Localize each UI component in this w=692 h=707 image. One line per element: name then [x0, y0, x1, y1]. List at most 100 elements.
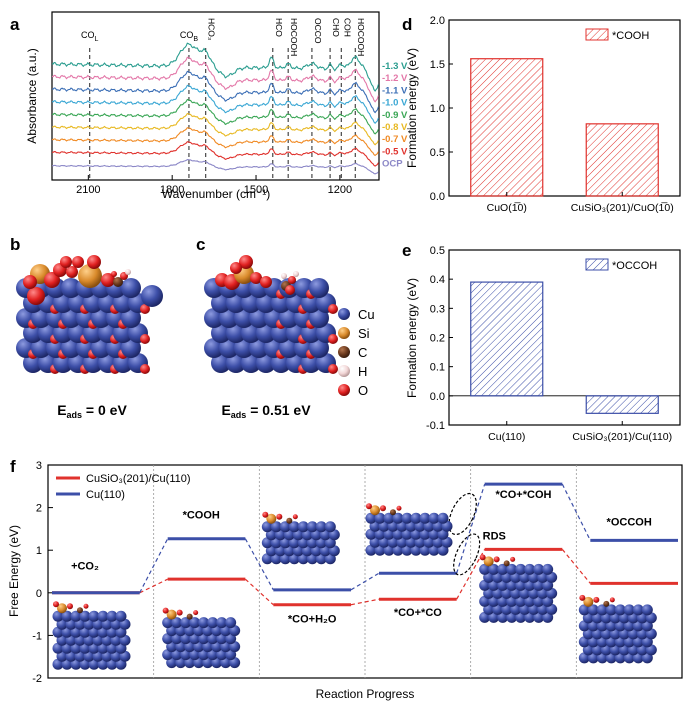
o-atom	[111, 271, 117, 277]
o-atom	[285, 285, 295, 295]
cu-atom	[207, 617, 219, 629]
step-label: +CO₂	[71, 560, 99, 572]
ytick-label: 2	[36, 503, 42, 515]
panel-a-xticks: 2100 1800 1500 1200	[76, 175, 352, 196]
si-atom	[483, 556, 494, 567]
band-label: HCO	[274, 18, 284, 37]
h-legend-icon	[338, 365, 350, 377]
cu-atom	[189, 617, 201, 629]
spectrum-line	[51, 70, 379, 114]
o-atom	[239, 255, 253, 269]
spectrum-label: -1.3 V	[382, 61, 408, 72]
legend-swatch	[585, 28, 609, 41]
spectrum-line	[51, 42, 379, 92]
o-atom	[493, 556, 500, 563]
cu-atom	[121, 338, 141, 358]
cu-atom	[121, 278, 141, 298]
o-atom	[288, 276, 296, 284]
o-atom	[140, 364, 150, 374]
cu-atom	[297, 521, 309, 533]
ytick-label: 0.5	[430, 147, 445, 159]
o-atom	[66, 266, 78, 278]
band-label: COB	[180, 30, 199, 43]
ytick-label: 1.0	[430, 103, 445, 115]
cu-atom	[211, 293, 231, 313]
cu-atom	[204, 308, 224, 328]
ytick-label: 0.3	[430, 303, 445, 315]
cu-atom	[61, 278, 81, 298]
o-atom	[60, 256, 72, 268]
band-label-sub: B	[193, 36, 198, 43]
ytick-label: -2	[32, 673, 42, 685]
energy-connector	[561, 548, 591, 584]
cu-atom	[315, 521, 327, 533]
cu-atom	[256, 293, 276, 313]
cu-atom	[53, 323, 73, 343]
category-label: CuSiO₃(201)/CuO(1̅0)	[571, 202, 674, 214]
cu-atom	[241, 353, 261, 373]
o-atom	[276, 513, 283, 520]
cu-atom	[392, 512, 404, 524]
cu-atom	[91, 308, 111, 328]
panel-letter-a: a	[10, 15, 20, 34]
cu-atom	[225, 617, 237, 629]
o-atom	[176, 609, 183, 616]
cu-atom	[121, 308, 141, 328]
energy-connector	[244, 578, 274, 606]
o-legend-icon	[338, 384, 350, 396]
cu-atom	[226, 323, 246, 343]
cu-atom	[437, 512, 449, 524]
step-label: *OCCOH	[607, 516, 652, 528]
cu-atom	[141, 285, 163, 307]
cu-atom	[241, 293, 261, 313]
c-atom	[390, 509, 396, 516]
energy-connector	[139, 538, 169, 594]
cu-atom	[106, 610, 118, 622]
cu-atom	[31, 308, 51, 328]
rds-ellipse	[453, 533, 481, 576]
cu-atom	[219, 338, 239, 358]
c-atom	[603, 600, 610, 607]
cu-atom	[211, 323, 231, 343]
o-atom	[328, 364, 338, 374]
cu-atom	[31, 338, 51, 358]
spectrum-line	[51, 141, 379, 167]
cu-atom	[479, 563, 491, 575]
spectrum-label: -0.8 V	[382, 122, 408, 133]
ytick-label: 0.5	[430, 245, 445, 257]
h-atom	[293, 271, 299, 277]
panel-a-spectra: -1.3 V-1.2 V-1.1 V -1.0 V-0.9 V-0.8 V-0.7…	[51, 42, 408, 175]
cu-atom	[524, 563, 536, 575]
cu-atom	[506, 563, 518, 575]
cu-atom	[324, 521, 336, 533]
si-atom	[370, 505, 380, 516]
cu-atom	[374, 512, 386, 524]
cu-atom	[53, 353, 73, 373]
ytick-label: 1.5	[430, 59, 445, 71]
cu-atom	[623, 604, 635, 616]
panel-f: f -2 -1 0 1 2 3 +CO₂ *COOH *CO+H₂O *CO+*CO *CO+*CO…	[7, 457, 683, 701]
atom-legend-label: Si	[358, 326, 370, 341]
panel-c-structure	[204, 255, 338, 374]
cu-atom	[83, 293, 103, 313]
spectrum-line	[51, 84, 379, 124]
legend-label: Cu(110)	[86, 489, 125, 501]
c-legend-icon	[338, 346, 350, 358]
cu-atom	[256, 353, 276, 373]
ytick-label: 1	[36, 545, 42, 557]
cu-atom	[279, 338, 299, 358]
energy-connector	[561, 483, 591, 541]
legend-label: CuSiO₃(201)/Cu(110)	[86, 473, 191, 485]
o-atom	[510, 556, 516, 562]
cu-atom	[53, 293, 73, 313]
cu-atom	[271, 353, 291, 373]
si-atom	[57, 603, 67, 614]
o-atom	[380, 505, 386, 512]
spectrum-line	[51, 98, 379, 135]
o-atom	[44, 272, 60, 288]
band-label: COH	[342, 18, 352, 37]
o-atom	[250, 272, 262, 284]
band-label: CHO	[331, 18, 341, 37]
bar	[585, 123, 659, 197]
cu-atom	[234, 308, 254, 328]
